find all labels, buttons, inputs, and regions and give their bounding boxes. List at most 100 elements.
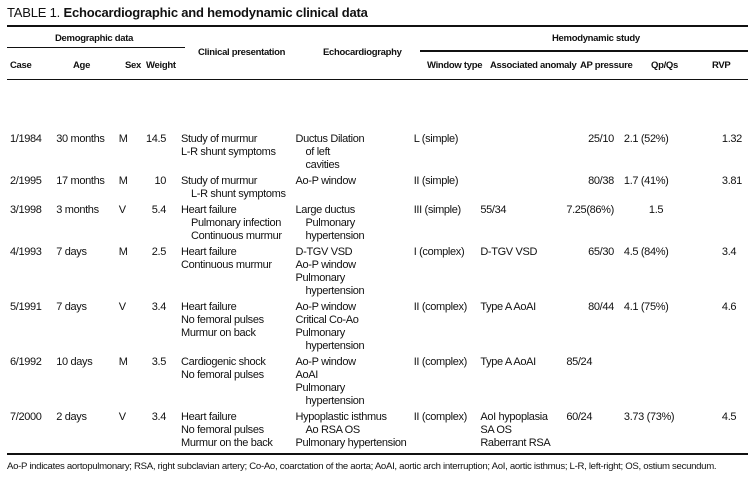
table-title: TABLE 1. Echocardiographic and hemodynam… <box>7 5 368 20</box>
cell-clinical-line: L-R shunt symptoms <box>181 146 276 158</box>
cell-clinical-line: Heart failure <box>181 204 237 216</box>
cell-ap: 25/10 <box>588 133 614 145</box>
cell-case: 7/2000 <box>10 411 42 423</box>
cell-qpqs <box>614 354 722 409</box>
cell-echo-line: Critical Co-Ao <box>295 314 359 326</box>
cell-echo-line: AoAI <box>295 369 319 381</box>
cell-echo-line: of left <box>305 146 331 158</box>
cell-clinical-line: Cardiogenic shock <box>181 356 266 368</box>
top-rule <box>7 25 748 27</box>
header-sex: Sex <box>125 60 142 71</box>
cell-rvp: 4.5 <box>721 411 737 423</box>
cell-weight: 14.5 <box>146 133 167 145</box>
cell-qpqs: 2.1 (52%) <box>623 133 669 145</box>
cell-assoc-line: 55/34 <box>480 204 507 216</box>
table-row: 5/1991 7 days V 3.4 Heart failure No femoral … <box>0 299 750 354</box>
cell-echo: Ao-P window Critical Co-Ao Pulmonary hypert… <box>296 299 414 354</box>
cell-echo: Ductus Dilation of left cavities <box>296 131 414 173</box>
cell-weight: 3.4 <box>151 411 167 423</box>
cell-window: II (complex) <box>413 356 468 368</box>
cell-clinical-line: Continuous murmur <box>191 230 282 242</box>
cell-sex: V <box>118 204 126 216</box>
cell-age: 30 months <box>56 133 105 145</box>
group-hemodynamic: Hemodynamic study <box>552 33 640 44</box>
footnote: Ao-P indicates aortopulmonary; RSA, righ… <box>7 461 717 472</box>
cell-weight: 2.5 <box>151 246 167 258</box>
cell-age: 7 days <box>56 301 87 313</box>
table-label: TABLE 1. <box>7 5 61 20</box>
cell-sex: V <box>118 301 126 313</box>
cell-echo-line: Ao-P window <box>295 259 357 271</box>
cell-assoc: Type A AoAI <box>480 299 566 354</box>
cell-age: 10 days <box>56 356 93 368</box>
table-row: 2/1995 17 months M 10 Study of murmur L-R shu… <box>0 173 750 202</box>
cell-rvp <box>722 202 750 244</box>
cell-clinical-line: Pulmonary infection <box>191 217 281 229</box>
cell-clinical-line: Heart failure <box>181 301 237 313</box>
cell-weight: 10 <box>154 175 167 187</box>
cell-clinical: Study of murmur L-R shunt symptoms <box>181 131 296 173</box>
cell-qpqs: 1.7 (41%) <box>623 175 669 187</box>
cell-assoc: AoI hypoplasia SA OS Raberrant RSA <box>480 409 566 451</box>
table-row: 4/1993 7 days M 2.5 Heart failure Continuous … <box>0 244 750 299</box>
cell-age: 3 months <box>56 204 99 216</box>
cell-rvp: 4.6 <box>721 301 737 313</box>
cell-clinical-line: L-R shunt symptoms <box>191 188 286 200</box>
cell-sex: M <box>118 133 128 145</box>
header-echo: Echocardiography <box>323 47 402 58</box>
cell-echo-line: Large ductus <box>295 204 356 216</box>
header-window: Window type <box>427 60 483 71</box>
cell-case: 2/1995 <box>10 175 42 187</box>
cell-ap: 80/38 <box>588 175 614 187</box>
cell-echo-line: cavities <box>305 159 340 171</box>
cell-clinical-line: No femoral pulses <box>181 369 264 381</box>
cell-echo: Ao-P window AoAI Pulmonary hypertension <box>296 354 414 409</box>
cell-echo-line: Ductus Dilation <box>295 133 365 145</box>
cell-ap: 85/24 <box>566 356 593 368</box>
cell-clinical: Heart failure No femoral pulses Murmur on … <box>181 299 296 354</box>
cell-clinical-line: No femoral pulses <box>181 424 264 436</box>
header-assoc: Associated anomaly <box>490 60 577 71</box>
cell-case: 3/1998 <box>10 204 42 216</box>
table-row: 6/1992 10 days M 3.5 Cardiogenic shock No fem… <box>0 354 750 409</box>
cell-echo: Large ductus Pulmonary hypertension <box>296 202 414 244</box>
cell-case: 5/1991 <box>10 301 42 313</box>
cell-ap: 7.25(86%) <box>566 204 614 216</box>
cell-echo-line: hypertension <box>305 340 365 352</box>
cell-window: II (complex) <box>413 301 468 313</box>
cell-echo-line: Pulmonary <box>295 272 346 284</box>
cell-weight: 3.5 <box>151 356 167 368</box>
cell-echo: Ao-P window <box>296 173 414 202</box>
cell-echo-line: Pulmonary <box>305 217 356 229</box>
cell-clinical-line: Heart failure <box>181 411 237 423</box>
cell-qpqs: 4.5 (84%) <box>623 246 669 258</box>
cell-echo-line: Ao-P window <box>295 356 357 368</box>
cell-case: 4/1993 <box>10 246 42 258</box>
table-row: 7/2000 2 days V 3.4 Heart failure No femoral … <box>0 409 750 451</box>
cell-echo-line: D-TGV VSD <box>295 246 353 258</box>
cell-sex: M <box>118 246 128 258</box>
cell-window: I (complex) <box>413 246 465 258</box>
cell-qpqs: 3.73 (73%) <box>623 411 675 423</box>
cell-clinical-line: Study of murmur <box>181 175 258 187</box>
cell-window: II (complex) <box>413 411 468 423</box>
cell-clinical: Heart failure Continuous murmur <box>181 244 296 299</box>
cell-clinical: Cardiogenic shock No femoral pulses <box>181 354 296 409</box>
hemodynamic-rule <box>420 50 748 52</box>
cell-echo-line: Pulmonary hypertension <box>295 437 407 449</box>
cell-assoc: 55/34 <box>480 202 566 244</box>
header-case: Case <box>10 60 32 71</box>
cell-qpqs: 1.5 <box>648 204 664 216</box>
cell-age: 17 months <box>56 175 105 187</box>
cell-echo-line: Ao-P window <box>295 301 357 313</box>
demographic-rule <box>7 47 185 48</box>
table-row: 3/1998 3 months V 5.4 Heart failure Pulmonary… <box>0 202 750 244</box>
cell-assoc-line: AoI hypoplasia <box>480 411 548 423</box>
cell-clinical-line: Study of murmur <box>181 133 258 145</box>
cell-sex: M <box>118 175 128 187</box>
cell-echo-line: Pulmonary <box>295 382 346 394</box>
header-rvp: RVP <box>712 60 731 71</box>
cell-assoc-line: SA OS <box>480 424 512 436</box>
cell-rvp: 1.32 <box>721 133 742 145</box>
cell-echo-line: hypertension <box>305 395 365 407</box>
